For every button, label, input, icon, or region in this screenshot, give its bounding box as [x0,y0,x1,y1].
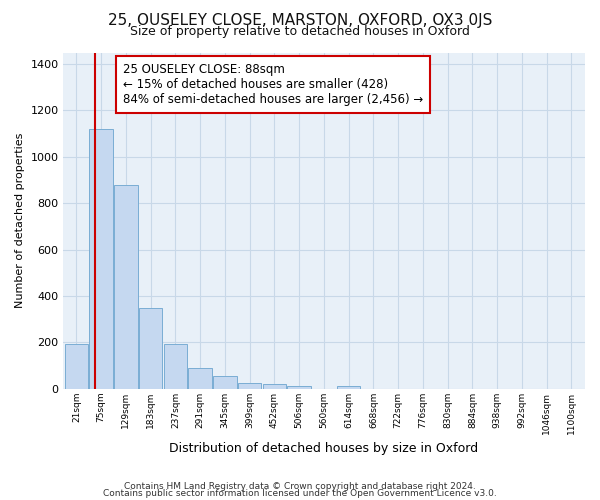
Bar [139,308,163,389]
Bar [188,368,212,389]
Bar [238,383,262,389]
Text: 25 OUSELEY CLOSE: 88sqm
← 15% of detached houses are smaller (428)
84% of semi-d: 25 OUSELEY CLOSE: 88sqm ← 15% of detache… [123,62,423,106]
Bar [287,386,311,389]
Bar [114,184,138,389]
Text: 25, OUSELEY CLOSE, MARSTON, OXFORD, OX3 0JS: 25, OUSELEY CLOSE, MARSTON, OXFORD, OX3 … [108,12,492,28]
Bar [89,129,113,389]
Text: Size of property relative to detached houses in Oxford: Size of property relative to detached ho… [130,25,470,38]
X-axis label: Distribution of detached houses by size in Oxford: Distribution of detached houses by size … [169,442,478,455]
Bar [65,344,88,389]
Text: Contains public sector information licensed under the Open Government Licence v3: Contains public sector information licen… [103,490,497,498]
Bar [164,344,187,389]
Text: Contains HM Land Registry data © Crown copyright and database right 2024.: Contains HM Land Registry data © Crown c… [124,482,476,491]
Y-axis label: Number of detached properties: Number of detached properties [15,133,25,308]
Bar [263,384,286,389]
Bar [213,376,236,389]
Bar [337,386,361,389]
